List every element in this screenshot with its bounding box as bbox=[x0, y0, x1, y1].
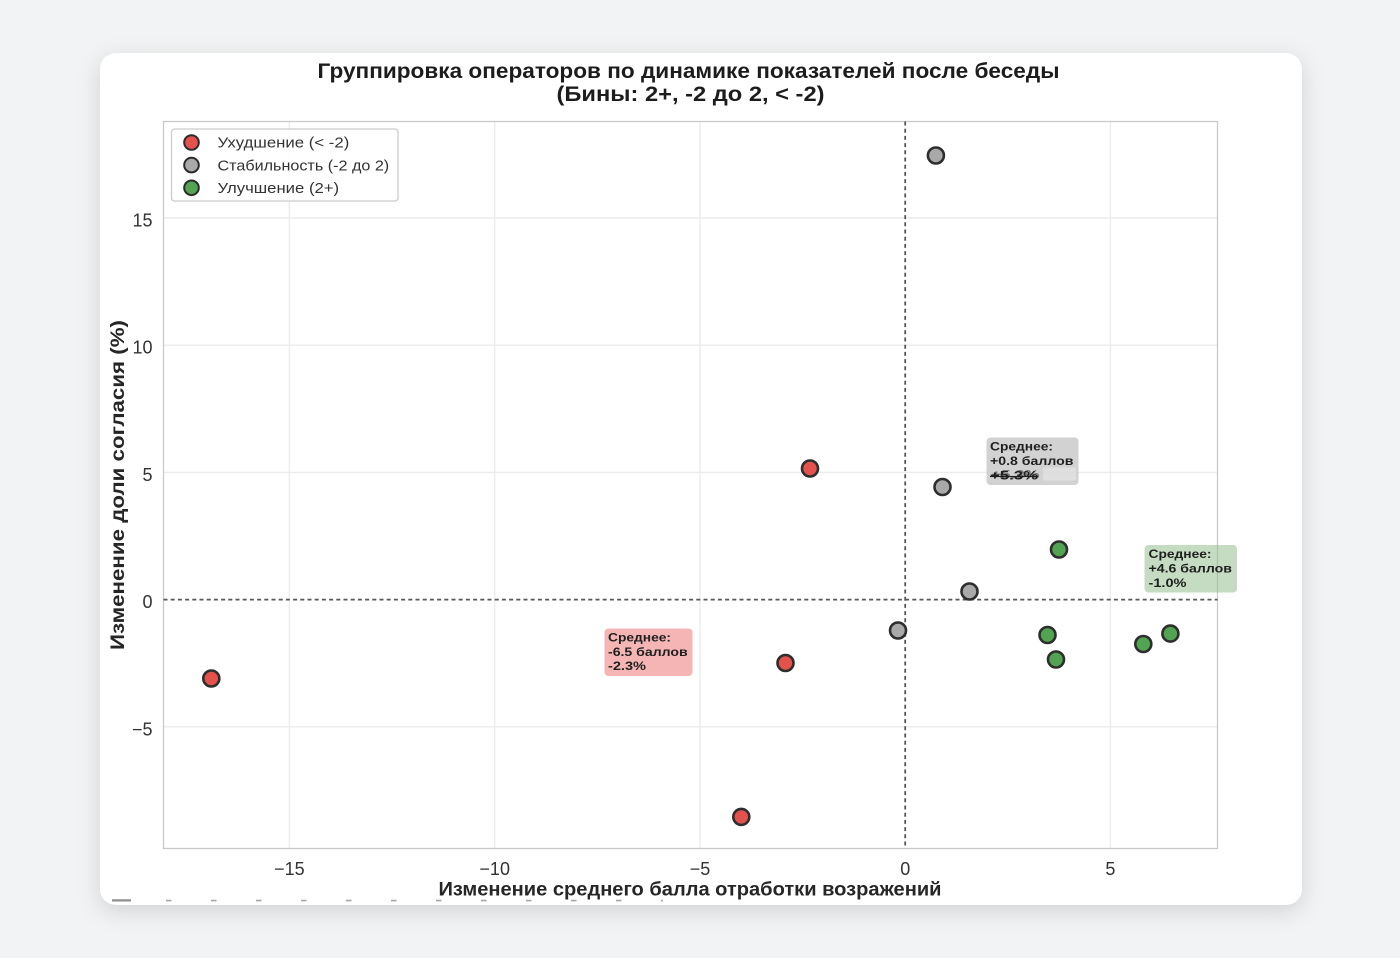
svg-text:−10: −10 bbox=[479, 859, 510, 879]
svg-text:Изменение доли согласия (%): Изменение доли согласия (%) bbox=[108, 320, 129, 650]
svg-text:0: 0 bbox=[900, 859, 910, 879]
svg-text:10: 10 bbox=[132, 338, 152, 358]
svg-text:+4.6 баллов: +4.6 баллов bbox=[1149, 564, 1232, 576]
svg-text:Среднее:: Среднее: bbox=[990, 442, 1053, 454]
svg-text:+5.3%: +5.3% bbox=[990, 471, 1038, 483]
svg-text:5: 5 bbox=[142, 465, 152, 485]
svg-text:Улучшение (2+): Улучшение (2+) bbox=[218, 181, 340, 197]
svg-text:-2.3%: -2.3% bbox=[608, 661, 646, 673]
svg-text:Среднее:: Среднее: bbox=[608, 633, 671, 645]
svg-text:0: 0 bbox=[142, 592, 152, 612]
svg-text:-1.0%: -1.0% bbox=[1149, 578, 1187, 590]
svg-text:5: 5 bbox=[1105, 859, 1115, 879]
svg-text:Группировка операторов по дина: Группировка операторов по динамике показ… bbox=[318, 59, 1060, 83]
svg-text:Среднее:: Среднее: bbox=[1149, 549, 1212, 561]
svg-text:Изменение среднего балла отраб: Изменение среднего балла отработки возра… bbox=[439, 880, 942, 901]
svg-text:+0.8 баллов: +0.8 баллов bbox=[990, 456, 1073, 468]
svg-text:Стабильность (-2 до 2): Стабильность (-2 до 2) bbox=[218, 158, 390, 174]
svg-text:(Бины: 2+, -2 до 2, < -2): (Бины: 2+, -2 до 2, < -2) bbox=[557, 82, 825, 106]
svg-text:Ухудшение (< -2): Ухудшение (< -2) bbox=[218, 136, 350, 152]
svg-text:-6.5 баллов: -6.5 баллов bbox=[608, 647, 688, 659]
svg-text:15: 15 bbox=[132, 211, 152, 231]
svg-text:−5: −5 bbox=[690, 859, 711, 879]
svg-text:−15: −15 bbox=[274, 859, 305, 879]
svg-text:−5: −5 bbox=[132, 719, 153, 739]
svg-text:+5.3%: +5.3% bbox=[992, 470, 1040, 482]
